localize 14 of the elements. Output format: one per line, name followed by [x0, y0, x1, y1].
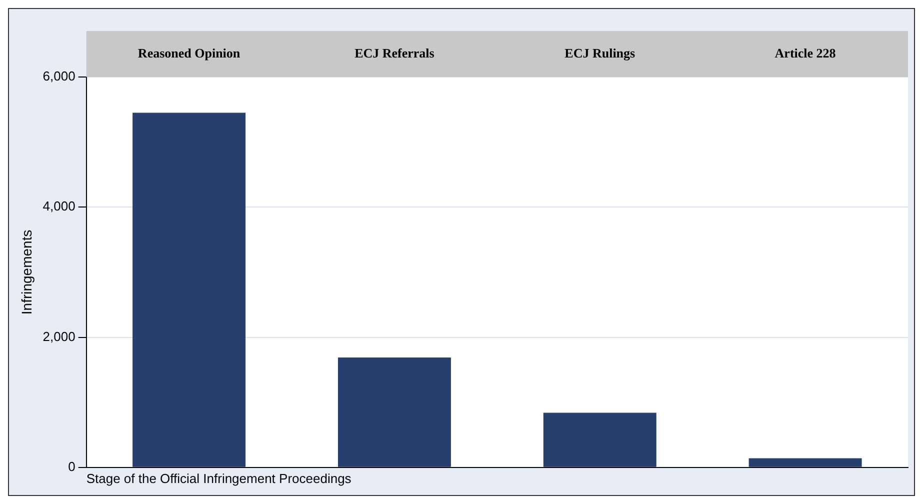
x-tick-label: ECJ Referrals [354, 45, 434, 60]
bar [748, 458, 862, 467]
y-tick-label: 4,000 [42, 198, 76, 214]
y-tick-label: 2,000 [42, 328, 76, 344]
bar [338, 357, 451, 467]
y-tick-label: 6,000 [42, 68, 76, 84]
x-tick-label: Reasoned Opinion [138, 45, 241, 60]
bar [132, 112, 246, 467]
bar [543, 412, 656, 467]
y-axis-title: Infringements [18, 230, 34, 315]
x-tick-label: ECJ Rulings [564, 45, 636, 60]
x-axis-title: Stage of the Official Infringement Proceedings [86, 470, 352, 486]
y-tick-label: 0 [68, 458, 76, 474]
x-tick-label: Article 228 [774, 45, 836, 60]
